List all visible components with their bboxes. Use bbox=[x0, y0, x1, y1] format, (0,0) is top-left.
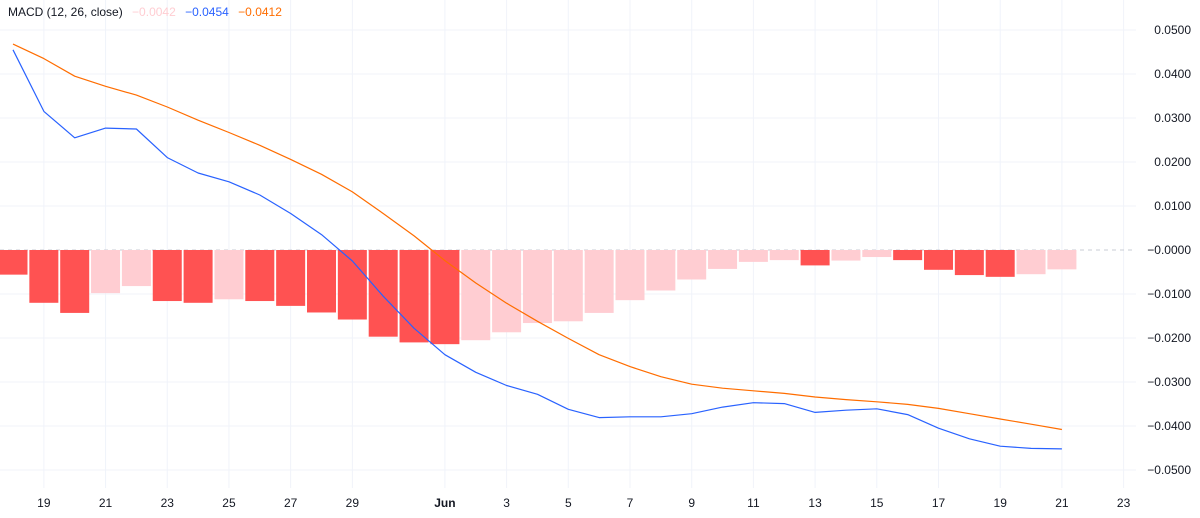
histogram-bar bbox=[0, 250, 28, 275]
y-tick-label: −0.0300 bbox=[1147, 375, 1191, 389]
x-tick-label: 5 bbox=[565, 496, 572, 510]
histogram-bar bbox=[646, 250, 676, 291]
histogram-bar bbox=[214, 250, 244, 300]
x-tick-label: 17 bbox=[932, 496, 946, 510]
y-tick-label: −0.0500 bbox=[1147, 463, 1191, 477]
x-tick-label: 23 bbox=[1117, 496, 1131, 510]
y-tick-label: −0.0200 bbox=[1147, 331, 1191, 345]
x-tick-label: 9 bbox=[688, 496, 695, 510]
histogram-bar bbox=[862, 250, 892, 258]
histogram-bar bbox=[121, 250, 151, 287]
histogram-bar bbox=[800, 250, 830, 266]
histogram-value: −0.0042 bbox=[132, 5, 176, 19]
y-tick-label: −0.0400 bbox=[1147, 419, 1191, 433]
histogram-bar bbox=[60, 250, 90, 313]
x-tick-label: 27 bbox=[284, 496, 298, 510]
x-tick-label: 11 bbox=[747, 496, 760, 510]
x-tick-label: 23 bbox=[161, 496, 175, 510]
signal-line bbox=[12, 43, 1063, 431]
histogram-bar bbox=[677, 250, 707, 280]
histogram-bar bbox=[615, 250, 645, 301]
histogram-bar bbox=[152, 250, 182, 302]
histogram-bar bbox=[738, 250, 768, 262]
x-tick-label: 19 bbox=[37, 496, 51, 510]
histogram-bar bbox=[245, 250, 275, 302]
x-tick-label: Jun bbox=[434, 496, 455, 510]
y-tick-label: 0.0400 bbox=[1154, 67, 1191, 81]
histogram-bar bbox=[29, 250, 59, 303]
histogram-bar bbox=[584, 250, 614, 313]
x-tick-label: 13 bbox=[808, 496, 822, 510]
histogram-bar bbox=[399, 250, 429, 343]
x-tick-label: 25 bbox=[222, 496, 236, 510]
x-tick-label: 15 bbox=[870, 496, 884, 510]
histogram-bar bbox=[769, 250, 799, 261]
y-tick-label: 0.0500 bbox=[1154, 23, 1191, 37]
grid-lines bbox=[0, 0, 1136, 488]
x-tick-label: 3 bbox=[503, 496, 510, 510]
histogram-bar bbox=[91, 250, 121, 294]
y-tick-label: 0.0200 bbox=[1154, 155, 1191, 169]
histogram-bar bbox=[553, 250, 583, 322]
indicator-title: MACD (12, 26, close) bbox=[8, 5, 123, 19]
y-tick-label: 0.0300 bbox=[1154, 111, 1191, 125]
histogram-bar bbox=[307, 250, 336, 313]
histogram-bar bbox=[368, 250, 398, 337]
x-tick-label: 21 bbox=[99, 496, 113, 510]
histogram-bar bbox=[461, 250, 491, 341]
macd-series-line bbox=[12, 49, 1062, 450]
time-axis[interactable]: 19 21 23 25 27 29 Jun 3 5 7 9 11 13 15 17 19 21 23 bbox=[37, 496, 1130, 510]
histogram-bar bbox=[276, 250, 306, 306]
y-tick-label: −0.0100 bbox=[1147, 287, 1191, 301]
signal-value: −0.0412 bbox=[238, 5, 282, 19]
macd-line bbox=[12, 49, 1062, 450]
histogram bbox=[0, 250, 1077, 345]
x-tick-label: 29 bbox=[346, 496, 360, 510]
histogram-bar bbox=[492, 250, 522, 333]
y-tick-label: −0.0000 bbox=[1147, 243, 1191, 257]
histogram-bar bbox=[1016, 250, 1046, 275]
histogram-bar bbox=[708, 250, 738, 269]
x-tick-label: 21 bbox=[1055, 496, 1069, 510]
signal-series-line bbox=[12, 43, 1063, 431]
histogram-bar bbox=[1047, 250, 1077, 270]
histogram-bar bbox=[831, 250, 861, 261]
histogram-bar bbox=[985, 250, 1015, 277]
histogram-bar bbox=[954, 250, 984, 276]
histogram-bar bbox=[924, 250, 953, 270]
x-tick-label: 19 bbox=[994, 496, 1008, 510]
x-tick-label: 7 bbox=[627, 496, 634, 510]
histogram-bar bbox=[430, 250, 460, 345]
macd-value: −0.0454 bbox=[185, 5, 229, 19]
y-tick-label: 0.0100 bbox=[1154, 199, 1191, 213]
price-axis[interactable]: 0.0500 0.0400 0.0300 0.0200 0.0100 −0.0000 −0.… bbox=[1147, 23, 1191, 477]
histogram-bar bbox=[183, 250, 213, 303]
histogram-bar bbox=[522, 250, 552, 324]
indicator-legend[interactable]: MACD (12, 26, close) −0.0042 −0.0454 −0.… bbox=[8, 5, 288, 19]
histogram-bar bbox=[893, 250, 923, 261]
